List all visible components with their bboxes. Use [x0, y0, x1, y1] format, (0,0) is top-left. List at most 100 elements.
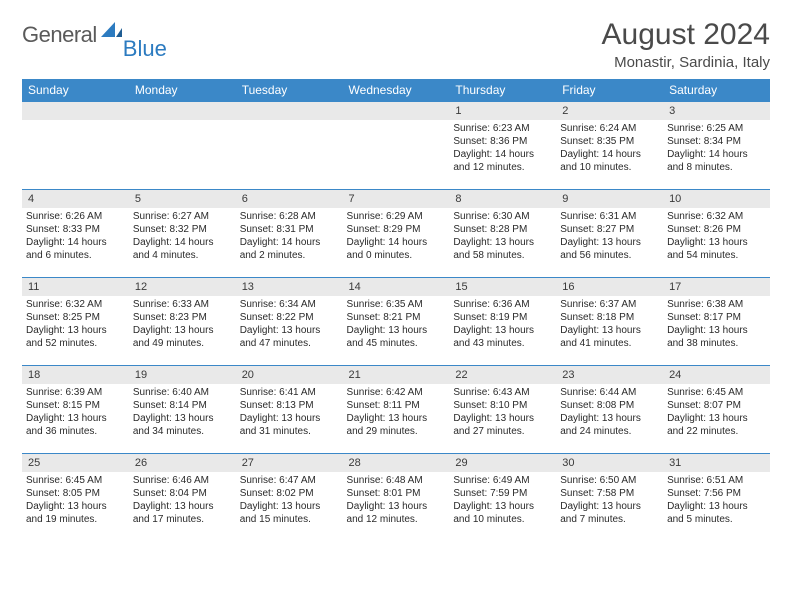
daylight-text: and 36 minutes. [26, 425, 125, 438]
calendar-day-cell: 2Sunrise: 6:24 AMSunset: 8:35 PMDaylight… [556, 102, 663, 190]
sunset-text: Sunset: 8:26 PM [667, 223, 766, 236]
sunset-text: Sunset: 8:11 PM [347, 399, 446, 412]
day-number-bar: 24 [663, 366, 770, 384]
sunrise-text: Sunrise: 6:30 AM [453, 210, 552, 223]
calendar-day-cell: 15Sunrise: 6:36 AMSunset: 8:19 PMDayligh… [449, 278, 556, 366]
sunset-text: Sunset: 8:05 PM [26, 487, 125, 500]
daylight-text: and 5 minutes. [667, 513, 766, 526]
daylight-text: and 24 minutes. [560, 425, 659, 438]
calendar-day-cell: 9Sunrise: 6:31 AMSunset: 8:27 PMDaylight… [556, 190, 663, 278]
sunrise-text: Sunrise: 6:43 AM [453, 386, 552, 399]
day-number-bar: 12 [129, 278, 236, 296]
sunset-text: Sunset: 8:27 PM [560, 223, 659, 236]
calendar-day-cell: 16Sunrise: 6:37 AMSunset: 8:18 PMDayligh… [556, 278, 663, 366]
calendar-day-cell: 14Sunrise: 6:35 AMSunset: 8:21 PMDayligh… [343, 278, 450, 366]
sunrise-text: Sunrise: 6:40 AM [133, 386, 232, 399]
daylight-text: and 38 minutes. [667, 337, 766, 350]
daylight-text: and 12 minutes. [453, 161, 552, 174]
daylight-text: and 58 minutes. [453, 249, 552, 262]
daylight-text: Daylight: 14 hours [667, 148, 766, 161]
daylight-text: Daylight: 13 hours [453, 324, 552, 337]
sunrise-text: Sunrise: 6:47 AM [240, 474, 339, 487]
day-number-bar: 16 [556, 278, 663, 296]
daylight-text: and 52 minutes. [26, 337, 125, 350]
calendar-day-cell: 13Sunrise: 6:34 AMSunset: 8:22 PMDayligh… [236, 278, 343, 366]
sunset-text: Sunset: 8:32 PM [133, 223, 232, 236]
day-number-bar: 19 [129, 366, 236, 384]
calendar-day-cell [22, 102, 129, 190]
day-number-bar: 30 [556, 454, 663, 472]
weekday-header: Thursday [449, 79, 556, 102]
sunrise-text: Sunrise: 6:37 AM [560, 298, 659, 311]
day-number-bar: 17 [663, 278, 770, 296]
weekday-header: Friday [556, 79, 663, 102]
calendar-day-cell: 4Sunrise: 6:26 AMSunset: 8:33 PMDaylight… [22, 190, 129, 278]
calendar-day-cell: 27Sunrise: 6:47 AMSunset: 8:02 PMDayligh… [236, 454, 343, 542]
calendar-day-cell: 12 Sunrise: 6:33 AMSunset: 8:23 PMDayligh… [129, 278, 236, 366]
daylight-text: Daylight: 14 hours [453, 148, 552, 161]
sunset-text: Sunset: 8:22 PM [240, 311, 339, 324]
sunrise-text: Sunrise: 6:50 AM [560, 474, 659, 487]
calendar-day-cell: 5Sunrise: 6:27 AMSunset: 8:32 PMDaylight… [129, 190, 236, 278]
calendar-page: General Blue August 2024 Monastir, Sardi… [0, 0, 792, 560]
sunrise-text: Sunrise: 6:36 AM [453, 298, 552, 311]
daylight-text: and 47 minutes. [240, 337, 339, 350]
calendar-day-cell: 29Sunrise: 6:49 AMSunset: 7:59 PMDayligh… [449, 454, 556, 542]
sunset-text: Sunset: 8:19 PM [453, 311, 552, 324]
sunrise-text: Sunrise: 6:46 AM [133, 474, 232, 487]
daylight-text: Daylight: 13 hours [133, 324, 232, 337]
month-title: August 2024 [602, 18, 770, 52]
day-number-bar: 26 [129, 454, 236, 472]
daylight-text: and 27 minutes. [453, 425, 552, 438]
day-number-bar: 7 [343, 190, 450, 208]
sunrise-text: Sunrise: 6:48 AM [347, 474, 446, 487]
sunrise-text: Sunrise: 6:23 AM [453, 122, 552, 135]
sunset-text: Sunset: 8:29 PM [347, 223, 446, 236]
sunset-text: Sunset: 8:14 PM [133, 399, 232, 412]
calendar-day-cell: 8Sunrise: 6:30 AMSunset: 8:28 PMDaylight… [449, 190, 556, 278]
sunrise-text: Sunrise: 6:25 AM [667, 122, 766, 135]
calendar-day-cell: 23Sunrise: 6:44 AMSunset: 8:08 PMDayligh… [556, 366, 663, 454]
calendar-day-cell: 19Sunrise: 6:40 AMSunset: 8:14 PMDayligh… [129, 366, 236, 454]
calendar-day-cell [129, 102, 236, 190]
calendar-week-row: 11Sunrise: 6:32 AMSunset: 8:25 PMDayligh… [22, 278, 770, 366]
calendar-day-cell: 22Sunrise: 6:43 AMSunset: 8:10 PMDayligh… [449, 366, 556, 454]
sunrise-text: Sunrise: 6:51 AM [667, 474, 766, 487]
sunset-text: Sunset: 8:23 PM [133, 311, 232, 324]
day-number-bar: 4 [22, 190, 129, 208]
daylight-text: Daylight: 13 hours [133, 500, 232, 513]
daylight-text: Daylight: 13 hours [240, 324, 339, 337]
daylight-text: Daylight: 14 hours [560, 148, 659, 161]
sunset-text: Sunset: 8:33 PM [26, 223, 125, 236]
daylight-text: and 41 minutes. [560, 337, 659, 350]
calendar-day-cell [236, 102, 343, 190]
sunrise-text: Sunrise: 6:41 AM [240, 386, 339, 399]
daylight-text: Daylight: 13 hours [240, 412, 339, 425]
day-number-bar: 2 [556, 102, 663, 120]
day-number-bar: 25 [22, 454, 129, 472]
calendar-week-row: 18Sunrise: 6:39 AMSunset: 8:15 PMDayligh… [22, 366, 770, 454]
calendar-day-cell: 18Sunrise: 6:39 AMSunset: 8:15 PMDayligh… [22, 366, 129, 454]
sunset-text: Sunset: 8:10 PM [453, 399, 552, 412]
daylight-text: and 31 minutes. [240, 425, 339, 438]
daylight-text: and 49 minutes. [133, 337, 232, 350]
sunset-text: Sunset: 8:31 PM [240, 223, 339, 236]
daylight-text: Daylight: 13 hours [667, 500, 766, 513]
day-number-bar: 28 [343, 454, 450, 472]
sunrise-text: Sunrise: 6:33 AM [133, 298, 232, 311]
location: Monastir, Sardinia, Italy [602, 54, 770, 71]
sunset-text: Sunset: 8:36 PM [453, 135, 552, 148]
calendar-week-row: 4Sunrise: 6:26 AMSunset: 8:33 PMDaylight… [22, 190, 770, 278]
daylight-text: Daylight: 13 hours [26, 500, 125, 513]
day-number-bar: 14 [343, 278, 450, 296]
day-number-bar [236, 102, 343, 120]
sunset-text: Sunset: 8:08 PM [560, 399, 659, 412]
sunset-text: Sunset: 8:02 PM [240, 487, 339, 500]
daylight-text: and 15 minutes. [240, 513, 339, 526]
daylight-text: Daylight: 14 hours [240, 236, 339, 249]
header: General Blue August 2024 Monastir, Sardi… [22, 18, 770, 71]
calendar-day-cell: 24Sunrise: 6:45 AMSunset: 8:07 PMDayligh… [663, 366, 770, 454]
sunrise-text: Sunrise: 6:32 AM [26, 298, 125, 311]
daylight-text: Daylight: 13 hours [240, 500, 339, 513]
calendar-table: SundayMondayTuesdayWednesdayThursdayFrid… [22, 79, 770, 542]
